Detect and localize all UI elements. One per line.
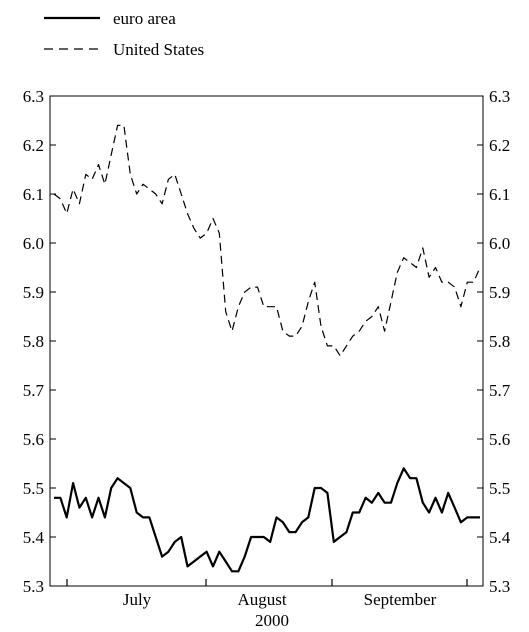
x-axis-label: 2000 — [255, 611, 289, 630]
y-tick-label-right: 5.9 — [489, 283, 510, 302]
y-tick-label-left: 6.3 — [23, 87, 44, 106]
y-tick-label-left: 5.7 — [23, 381, 45, 400]
y-tick-label-left: 5.6 — [23, 430, 44, 449]
y-tick-label-left: 6.0 — [23, 234, 44, 253]
y-axis-left: 5.3 5.4 5.5 5.6 5.7 5.8 5.9 6.0 6.1 6.2 6.3 — [23, 87, 56, 596]
y-tick-label-right: 5.5 — [489, 479, 510, 498]
series-layer — [53, 124, 481, 573]
y-tick-label-right: 5.6 — [489, 430, 510, 449]
legend: euro area United States — [44, 9, 204, 59]
y-tick-label-right: 6.1 — [489, 185, 510, 204]
y-tick-label-left: 6.2 — [23, 136, 44, 155]
y-tick-label-right: 6.2 — [489, 136, 510, 155]
x-tick-label: August — [237, 590, 286, 609]
series-line-euro-area — [54, 467, 480, 573]
x-tick-label: September — [364, 590, 437, 609]
legend-label-united-states: United States — [113, 40, 204, 59]
y-tick-label-right: 6.3 — [489, 87, 510, 106]
y-axis-right: 5.3 5.4 5.5 5.6 5.7 5.8 5.9 6.0 6.1 6.2 6.3 — [477, 87, 511, 596]
y-tick-label-left: 5.3 — [23, 577, 44, 596]
x-axis: July August September — [66, 579, 468, 609]
y-tick-label-right: 5.8 — [489, 332, 510, 351]
x-tick-label: July — [123, 590, 152, 609]
plot-frame — [49, 95, 484, 587]
y-tick-label-right: 5.7 — [489, 381, 511, 400]
y-tick-label-right: 5.4 — [489, 528, 511, 547]
legend-label-euro-area: euro area — [113, 9, 176, 28]
y-tick-label-left: 6.1 — [23, 185, 44, 204]
series-line-united-states — [53, 124, 481, 357]
y-tick-label-right: 5.3 — [489, 577, 510, 596]
y-tick-label-left: 5.8 — [23, 332, 44, 351]
y-tick-label-left: 5.5 — [23, 479, 44, 498]
y-tick-label-right: 6.0 — [489, 234, 510, 253]
y-tick-label-left: 5.9 — [23, 283, 44, 302]
y-tick-label-left: 5.4 — [23, 528, 45, 547]
